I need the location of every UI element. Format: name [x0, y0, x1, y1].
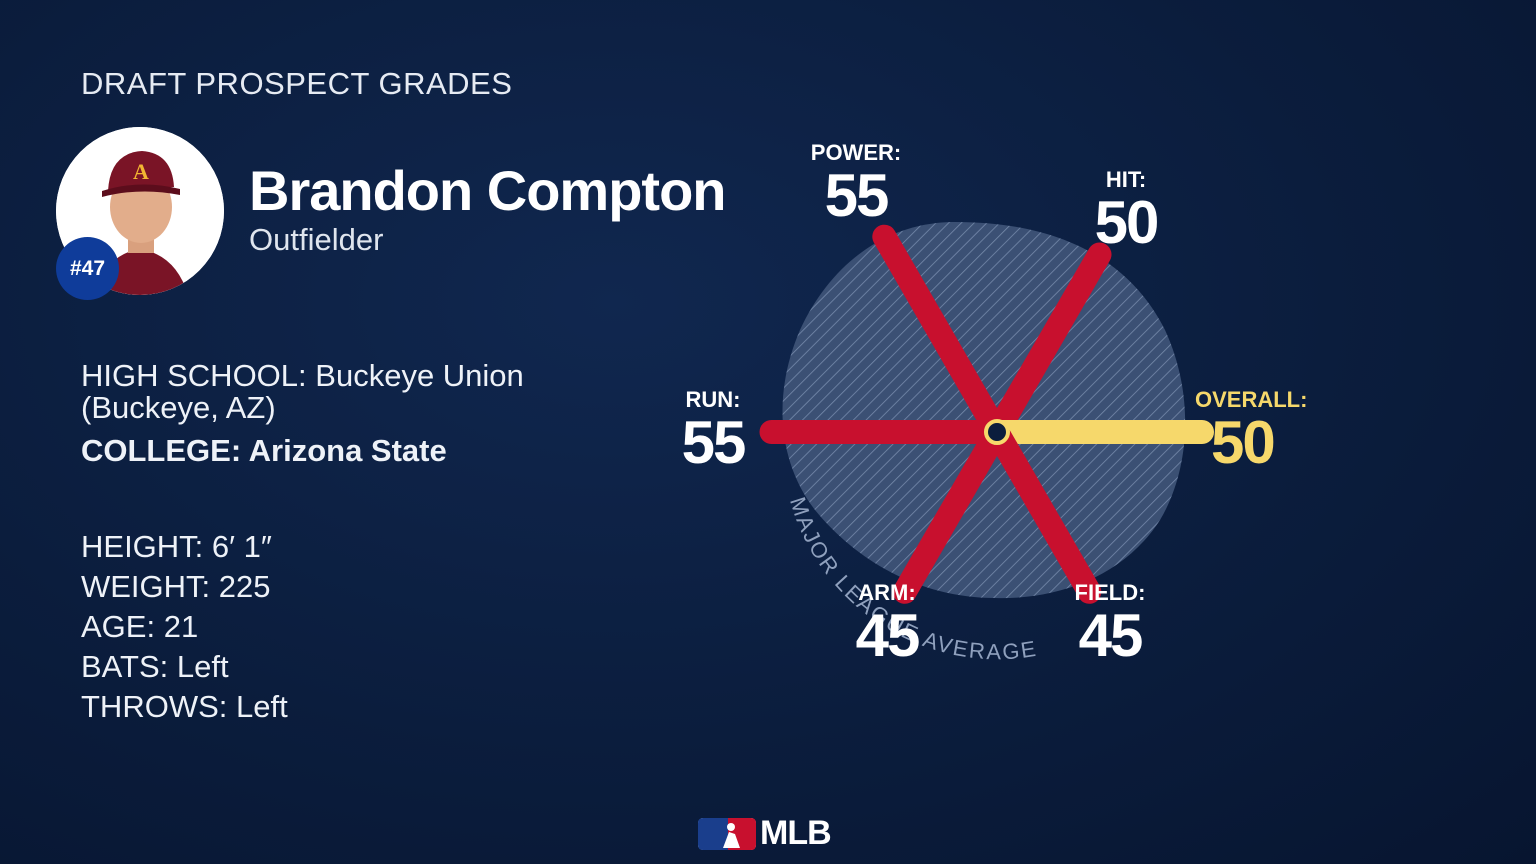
grade-label: POWER:: [811, 140, 901, 165]
mlb-logo-text: MLB: [760, 814, 832, 852]
stat-label: WEIGHT:: [81, 569, 211, 604]
high-school-value: Buckeye Union (Buckeye, AZ): [81, 358, 524, 425]
grade-bar-field: [985, 420, 1102, 604]
mlb-logo: MLB: [698, 814, 832, 853]
grade-label: FIELD:: [1075, 580, 1146, 605]
college-label: COLLEGE:: [81, 433, 242, 468]
stat-throws: THROWS: Left: [81, 687, 288, 727]
stat-weight: WEIGHT: 225: [81, 567, 288, 607]
stat-value: Left: [176, 649, 229, 684]
stat-label: BATS:: [81, 649, 169, 684]
grade-label: HIT:: [1106, 167, 1146, 192]
grade-value: 55: [682, 409, 745, 476]
player-stats: HEIGHT: 6′ 1″ WEIGHT: 225 AGE: 21 BATS: …: [81, 527, 288, 727]
stat-bats: BATS: Left: [81, 647, 288, 687]
grade-value: 55: [825, 162, 888, 229]
grade-value: 50: [1211, 409, 1274, 476]
high-school-label: HIGH SCHOOL:: [81, 358, 307, 393]
jersey-number-badge: #47: [56, 237, 119, 300]
grade-value: 45: [856, 602, 919, 669]
stat-label: HEIGHT:: [81, 529, 204, 564]
grade-label: ARM:: [858, 580, 915, 605]
chart-center-dot: [984, 419, 1010, 445]
stat-value: 225: [218, 569, 271, 604]
college-value: Arizona State: [248, 433, 447, 468]
grade-label: OVERALL:: [1195, 387, 1307, 412]
avatar: A: [56, 127, 224, 295]
grade-value: 50: [1095, 189, 1158, 256]
grade-bar-arm: [892, 420, 1009, 604]
grade-bar-hit: [985, 242, 1112, 444]
high-school-info: HIGH SCHOOL: Buckeye Union (Buckeye, AZ): [81, 360, 601, 424]
stat-value: 21: [163, 609, 199, 644]
stat-value: 6′ 1″: [211, 529, 272, 564]
player-name: Brandon Compton: [249, 159, 726, 222]
svg-text:A: A: [133, 159, 149, 184]
stat-height: HEIGHT: 6′ 1″: [81, 527, 288, 567]
grade-bar-power: [872, 224, 1009, 444]
player-position: Outfielder: [249, 222, 384, 257]
grade-value: 45: [1079, 602, 1142, 669]
stat-label: THROWS:: [81, 689, 228, 724]
college-info: COLLEGE: Arizona State: [81, 435, 447, 467]
page-title: DRAFT PROSPECT GRADES: [81, 66, 513, 101]
stat-value: Left: [236, 689, 288, 724]
stat-label: AGE:: [81, 609, 156, 644]
grade-label: RUN:: [686, 387, 741, 412]
stat-age: AGE: 21: [81, 607, 288, 647]
mlb-batter-icon: [698, 817, 756, 850]
